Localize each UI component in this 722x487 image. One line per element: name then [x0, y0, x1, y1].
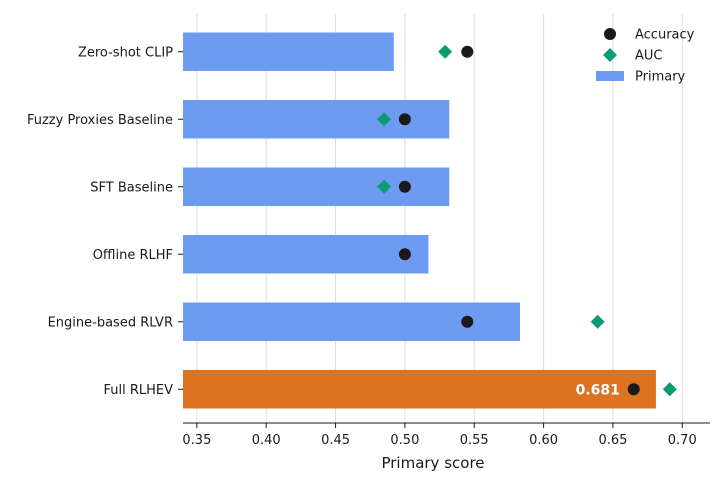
- x-tick-label: 0.60: [529, 433, 558, 448]
- accuracy-marker: [398, 180, 411, 193]
- bar-value-label: 0.681: [576, 382, 620, 398]
- data-labels: 0.681: [576, 382, 620, 398]
- y-tick-label: SFT Baseline: [90, 180, 173, 195]
- legend-accuracy-swatch: [604, 28, 616, 40]
- bar: [183, 370, 656, 409]
- bar: [183, 235, 429, 274]
- legend-label: Accuracy: [635, 28, 695, 43]
- accuracy-marker: [398, 113, 411, 126]
- x-tick-label: 0.40: [252, 433, 281, 448]
- legend-auc-swatch: [603, 48, 617, 62]
- legend-label: Primary: [635, 70, 686, 85]
- accuracy-marker: [461, 45, 474, 58]
- accuracy-marker: [398, 248, 411, 261]
- legend: Accuracy AUC Primary: [596, 28, 695, 85]
- grid-lines: [196, 14, 683, 423]
- y-tick-label: Engine-based RLVR: [48, 315, 173, 330]
- y-tick-label: Zero-shot CLIP: [78, 45, 173, 60]
- x-tick-label: 0.70: [668, 433, 697, 448]
- bars: [183, 32, 656, 409]
- accuracy-marker: [627, 383, 640, 396]
- y-tick-label: Offline RLHF: [93, 248, 173, 263]
- legend-label: AUC: [635, 49, 663, 64]
- auc-marker: [590, 314, 605, 329]
- axes: 0.35 0.40 0.45 0.50 0.55 0.60 0.65 0.70 Zero-sho…: [27, 45, 710, 448]
- auc-marker: [662, 382, 677, 397]
- x-tick-label: 0.50: [390, 433, 419, 448]
- y-tick-label: Full RLHEV: [103, 383, 173, 398]
- x-tick-label: 0.35: [182, 433, 211, 448]
- x-tick-label: 0.65: [598, 433, 627, 448]
- x-axis-title: Primary score: [381, 454, 484, 472]
- legend-primary-swatch: [596, 71, 624, 81]
- x-tick-label: 0.45: [321, 433, 350, 448]
- x-tick-label: 0.55: [460, 433, 489, 448]
- auc-marker: [438, 44, 453, 59]
- accuracy-marker: [461, 315, 474, 328]
- auc-marker: [377, 112, 392, 127]
- markers: [377, 44, 677, 397]
- y-tick-label: Fuzzy Proxies Baseline: [27, 113, 173, 128]
- bar: [183, 32, 394, 71]
- auc-marker: [377, 179, 392, 194]
